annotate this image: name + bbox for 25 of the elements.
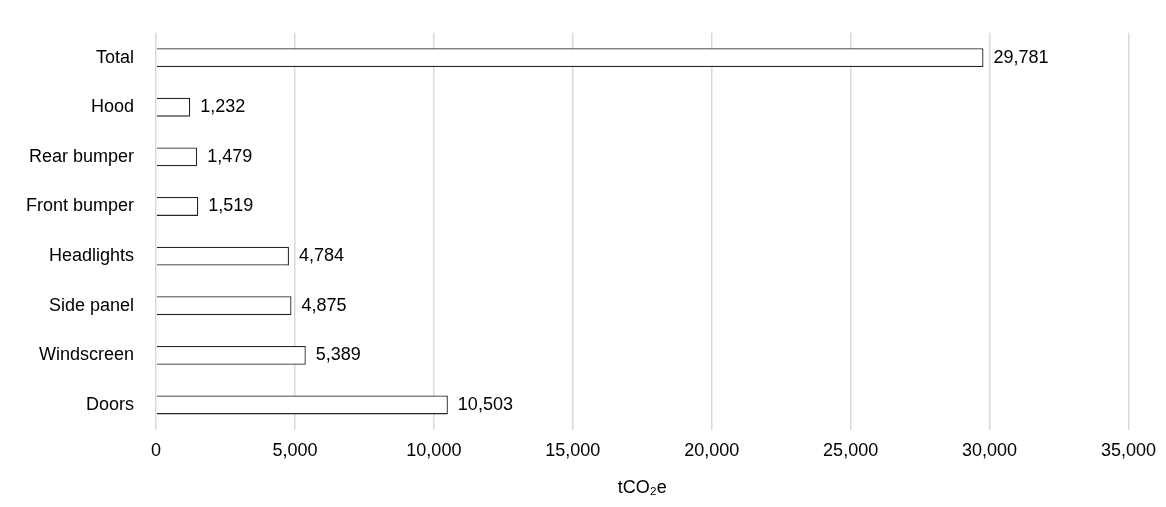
y-tick-label: Windscreen [39, 344, 135, 365]
x-tick-label: 20,000 [684, 439, 740, 460]
y-tick-label: Side panel [48, 294, 135, 315]
y-tick-label: Rear bumper [29, 145, 135, 166]
x-tick-label: 5,000 [272, 439, 318, 460]
data-label: 10,503 [457, 393, 513, 414]
data-label: 29,781 [993, 46, 1049, 67]
y-tick-label: Doors [86, 393, 135, 414]
x-tick-label: 15,000 [545, 439, 601, 460]
x-axis-title: tCO₂e [617, 477, 667, 498]
x-tick-label: 30,000 [962, 439, 1018, 460]
data-label: 1,232 [200, 96, 246, 117]
data-label: 4,875 [301, 294, 347, 315]
data-label: 5,389 [315, 344, 361, 365]
data-label: 4,784 [298, 245, 345, 266]
y-tick-label: Total [96, 46, 135, 67]
y-tick-label: Headlights [48, 245, 135, 266]
data-label: 1,479 [207, 145, 253, 166]
x-tick-label: 25,000 [823, 439, 879, 460]
x-tick-label: 10,000 [406, 439, 462, 460]
y-tick-label: Front bumper [26, 195, 135, 216]
data-label: 1,519 [208, 195, 254, 216]
x-tick-label: 0 [151, 439, 162, 460]
y-tick-label: Hood [91, 96, 135, 117]
x-tick-label: 35,000 [1100, 439, 1156, 460]
